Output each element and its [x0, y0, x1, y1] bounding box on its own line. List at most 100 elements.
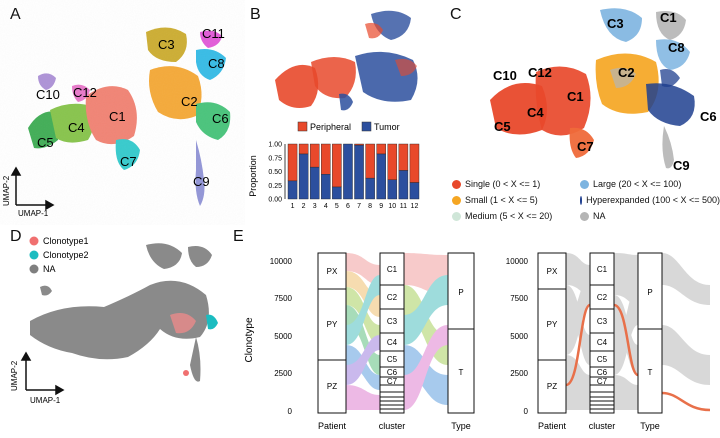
bar-tumor-11 [398, 170, 409, 200]
clonotype-umap: Clonotype1 Clonotype2 NA UMAP-1 UMAP-2 [10, 236, 218, 405]
umap-clusters [0, 0, 245, 225]
svg-text:2500: 2500 [510, 369, 528, 378]
panel-d: Clonotype1 Clonotype2 NA UMAP-1 UMAP-2 [0, 225, 230, 433]
legend-label-clonotype1: Clonotype1 [43, 236, 89, 246]
bar-tumor-6 [343, 143, 353, 200]
clonal-label-c2: C2 [618, 65, 635, 80]
cluster-label-c10: C10 [36, 87, 60, 102]
clonal-label-c3: C3 [607, 16, 624, 31]
cluster-labels: C1 C2 C3 C4 C5 C6 C7 C8 C9 C10 C11 C12 [36, 26, 229, 189]
svg-text:Type: Type [451, 421, 471, 431]
panel-label-d: D [10, 228, 22, 245]
svg-text:5000: 5000 [510, 332, 528, 341]
bar-peripheral-4 [321, 143, 331, 175]
svg-text:C5: C5 [597, 355, 608, 364]
clonal-label-c5: C5 [494, 119, 511, 134]
legend-item-single: Single (0 < X <= 1) [452, 177, 580, 191]
cluster-label-c11: C11 [202, 26, 225, 41]
bar-x-tick-6: 6 [346, 203, 350, 210]
legend-dot-single [452, 179, 461, 189]
legend-label-peripheral: Peripheral [310, 122, 351, 132]
bar-peripheral-11 [398, 143, 409, 171]
bar-x-tick-4: 4 [324, 203, 328, 210]
cluster-label-c6: C6 [212, 111, 229, 126]
bar-x-tick-1: 1 [291, 203, 295, 210]
legend-dot-medium [452, 211, 461, 221]
svg-text:5000: 5000 [274, 332, 292, 341]
tissue-umap [275, 10, 418, 111]
legend-dot-na [29, 264, 39, 274]
alluvial-left-strata [317, 252, 475, 414]
cluster-label-c4: C4 [68, 120, 85, 135]
svg-text:C7: C7 [597, 377, 608, 386]
alluvial-right-stratum-labels: PX PY PZ C1 C2 C3 C4 C5 C6 C7 P T [547, 265, 653, 391]
bar-peripheral-8 [365, 143, 375, 179]
umap-axes-d [20, 351, 65, 396]
tissue-legend: Peripheral Tumor [297, 121, 400, 132]
svg-text:C6: C6 [387, 368, 398, 377]
bar-peripheral-10 [387, 143, 398, 180]
svg-text:7500: 7500 [274, 294, 292, 303]
alluvial-right-yticks: 10000 7500 5000 2500 0 [506, 257, 529, 416]
bar-tumor-2 [298, 153, 309, 200]
cluster-label-c5: C5 [37, 135, 54, 150]
bar-x-tick-8: 8 [368, 203, 372, 210]
bar-x-tick-11: 11 [400, 203, 407, 210]
bar-x-tick-5: 5 [335, 203, 339, 210]
umap-axis-x-label: UMAP-1 [18, 209, 49, 218]
alluvial-right: 10000 7500 5000 2500 0 [506, 252, 711, 431]
clonal-label-c4: C4 [527, 105, 544, 120]
clonal-label-c1-top: C1 [660, 10, 677, 25]
legend-dot-clonotype2 [29, 250, 39, 260]
svg-text:0: 0 [288, 407, 293, 416]
panel-label-c: C [450, 6, 462, 23]
clonal-expansion-legend: Single (0 < X <= 1) Large (20 < X <= 100… [452, 177, 720, 223]
bar-peripheral-3 [309, 143, 320, 168]
svg-text:C3: C3 [597, 317, 608, 326]
clonal-label-c6: C6 [700, 109, 717, 124]
svg-text:C3: C3 [387, 317, 398, 326]
legend-label-clonotype2: Clonotype2 [43, 250, 89, 260]
bar-y-tick-0: 0.00 [268, 197, 282, 204]
alluvial-right-xlabels: Patient cluster Type [538, 421, 660, 431]
bar-peripheral-9 [376, 143, 386, 155]
clonal-label-c10: C10 [493, 68, 517, 83]
svg-text:PZ: PZ [327, 382, 337, 391]
bar-tumor-8 [365, 177, 375, 200]
bar-tumor-4 [321, 174, 331, 200]
svg-text:cluster: cluster [379, 421, 406, 431]
umap-axis-y-label: UMAP-2 [2, 175, 11, 206]
cluster-label-c12: C12 [73, 85, 97, 100]
bar-peripheral-7 [354, 143, 364, 146]
bar-x-tick-9: 9 [379, 203, 383, 210]
legend-item-hyperexpanded: Hyperexpanded (100 < X <= 500) [580, 193, 720, 207]
bar-tumor-1 [287, 180, 298, 200]
alluvial-left-flows [346, 253, 448, 410]
alluvial-right-strata [537, 252, 663, 414]
alluvial-left-stratum-labels: PX PY PZ C1 C2 C3 C4 C5 C6 C7 P T [327, 265, 464, 391]
clonal-cluster-labels: C1 C2 C3 C4 C5 C6 C7 C8 C9 C10 C12 [493, 16, 717, 173]
legend-item-na: NA [580, 209, 720, 223]
bar-y-tick-1: 0.25 [268, 183, 282, 190]
bar-tumor-10 [387, 179, 398, 200]
svg-text:C4: C4 [597, 338, 608, 347]
alluvial-left-xlabels: Patient cluster Type [318, 421, 471, 431]
cluster-label-c3: C3 [158, 37, 175, 52]
svg-text:C2: C2 [387, 293, 398, 302]
svg-text:C1: C1 [387, 265, 398, 274]
svg-text:PZ: PZ [547, 382, 557, 391]
bar-x-tick-7: 7 [357, 203, 361, 210]
bar-peripheral-12 [409, 143, 420, 183]
svg-text:PY: PY [547, 320, 558, 329]
bar-peripheral-2 [298, 143, 309, 155]
bar-tumor-9 [376, 153, 386, 200]
alluvial-left-yticks: 10000 7500 5000 2500 0 [270, 257, 293, 416]
panel-e: Clonotype 10000 7500 5000 2500 0 [230, 225, 720, 433]
clonal-label-c7: C7 [577, 139, 594, 154]
panel-a: C1 C2 C3 C4 C5 C6 C7 C8 C9 C10 C11 C12 U… [0, 0, 245, 225]
alluvial-plots: Clonotype 10000 7500 5000 2500 0 [244, 252, 711, 431]
svg-text:C6: C6 [597, 368, 608, 377]
bar-y-axis-label: Proportion [248, 155, 258, 197]
bar-x-tick-12: 12 [411, 203, 419, 210]
alluvial-left: 10000 7500 5000 2500 0 [270, 252, 475, 431]
